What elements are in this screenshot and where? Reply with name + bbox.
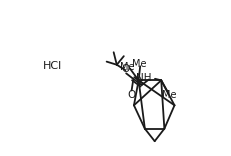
Text: Me: Me [120,62,134,72]
Text: HCl: HCl [43,61,62,71]
Text: O: O [121,64,129,74]
Text: Me: Me [132,59,146,69]
Text: O: O [127,90,135,100]
Text: Me: Me [161,90,176,100]
Text: NH: NH [135,73,151,83]
